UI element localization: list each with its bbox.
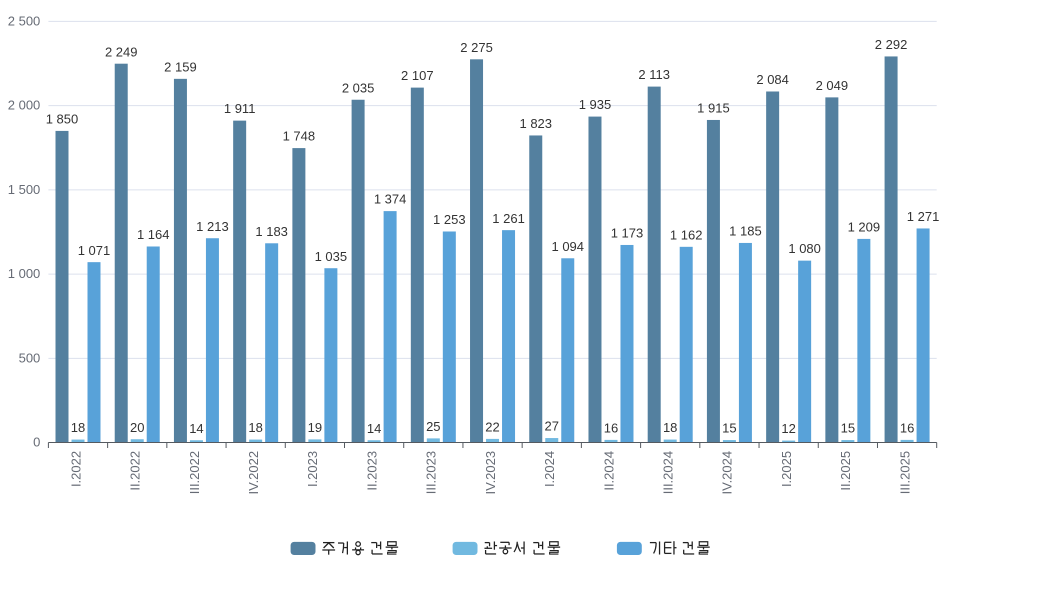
svg-text:IV.2024: IV.2024	[720, 451, 735, 495]
svg-text:I.2023: I.2023	[305, 451, 320, 487]
svg-text:1 911: 1 911	[224, 101, 256, 116]
svg-text:2 500: 2 500	[8, 13, 41, 28]
svg-text:1 173: 1 173	[611, 226, 644, 241]
svg-text:I.2024: I.2024	[542, 451, 557, 487]
svg-text:15: 15	[722, 421, 736, 436]
svg-text:1 261: 1 261	[492, 211, 525, 226]
svg-text:2 049: 2 049	[816, 78, 849, 93]
svg-text:2 159: 2 159	[164, 59, 197, 74]
svg-text:1 915: 1 915	[697, 101, 730, 116]
svg-text:1 000: 1 000	[8, 266, 41, 281]
svg-text:I.2022: I.2022	[68, 451, 83, 487]
svg-text:19: 19	[308, 420, 322, 435]
svg-text:1 183: 1 183	[255, 224, 288, 239]
svg-text:25: 25	[426, 419, 440, 434]
svg-text:I.2025: I.2025	[779, 451, 794, 487]
svg-text:1 035: 1 035	[315, 249, 348, 264]
svg-text:14: 14	[189, 421, 203, 436]
svg-text:18: 18	[71, 420, 85, 435]
svg-text:1 253: 1 253	[433, 212, 466, 227]
svg-text:III.2024: III.2024	[661, 451, 676, 494]
svg-text:IV.2023: IV.2023	[483, 451, 498, 495]
svg-text:1 185: 1 185	[729, 224, 762, 239]
svg-text:1 823: 1 823	[519, 116, 552, 131]
svg-text:2 107: 2 107	[401, 68, 434, 83]
svg-text:2 000: 2 000	[8, 98, 41, 113]
svg-text:1 162: 1 162	[670, 227, 703, 242]
svg-text:16: 16	[604, 421, 618, 436]
svg-text:15: 15	[841, 421, 855, 436]
svg-text:II.2022: II.2022	[128, 451, 143, 491]
svg-text:2 084: 2 084	[756, 72, 789, 87]
svg-text:18: 18	[248, 420, 262, 435]
svg-text:2 292: 2 292	[875, 37, 908, 52]
svg-text:1 748: 1 748	[283, 129, 316, 144]
svg-text:12: 12	[781, 421, 795, 436]
svg-text:II.2024: II.2024	[601, 451, 616, 491]
svg-text:III.2023: III.2023	[424, 451, 439, 494]
svg-text:III.2022: III.2022	[187, 451, 202, 494]
svg-text:27: 27	[545, 419, 559, 434]
svg-text:20: 20	[130, 420, 144, 435]
svg-text:0: 0	[33, 435, 40, 450]
svg-text:1 213: 1 213	[196, 219, 229, 234]
svg-text:II.2023: II.2023	[364, 451, 379, 491]
svg-text:III.2025: III.2025	[897, 451, 912, 494]
svg-text:IV.2022: IV.2022	[246, 451, 261, 495]
svg-text:2 113: 2 113	[638, 67, 670, 82]
svg-text:1 209: 1 209	[848, 220, 881, 235]
svg-text:1 850: 1 850	[46, 112, 79, 127]
svg-text:1 271: 1 271	[907, 209, 940, 224]
svg-text:1 080: 1 080	[788, 241, 821, 256]
svg-text:18: 18	[663, 420, 677, 435]
svg-text:1 164: 1 164	[137, 227, 170, 242]
svg-text:22: 22	[485, 419, 499, 434]
svg-text:2 035: 2 035	[342, 80, 375, 95]
svg-text:1 094: 1 094	[551, 239, 584, 254]
svg-text:2 275: 2 275	[460, 40, 493, 55]
svg-text:1 935: 1 935	[579, 97, 612, 112]
svg-text:1 374: 1 374	[374, 192, 407, 207]
svg-text:16: 16	[900, 421, 914, 436]
svg-text:500: 500	[19, 350, 41, 365]
svg-text:1 500: 1 500	[8, 182, 41, 197]
svg-text:1 071: 1 071	[78, 243, 111, 258]
svg-text:II.2025: II.2025	[838, 451, 853, 491]
svg-text:2 249: 2 249	[105, 44, 138, 59]
svg-text:14: 14	[367, 421, 381, 436]
